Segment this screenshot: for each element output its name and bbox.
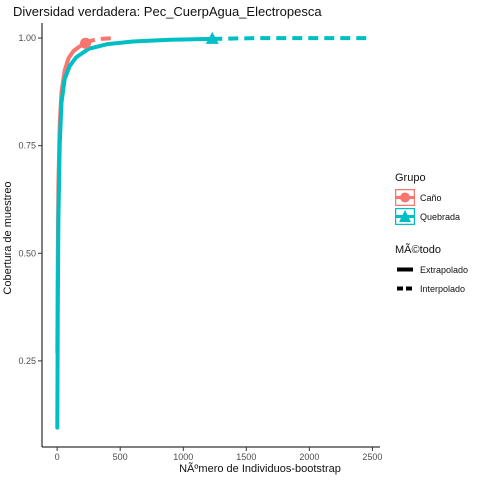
legend-item-cano: Caño	[395, 188, 468, 207]
x-tick-label: 2500	[362, 452, 382, 462]
x-tick-label: 1000	[173, 452, 193, 462]
triangle-marker-icon	[395, 208, 415, 225]
legend-label-extrapolado: Extrapolado	[420, 264, 469, 275]
legend-group-title: Grupo	[395, 172, 426, 184]
series-line-quebrada-interpolado	[55, 36, 215, 430]
chart-title: Diversidad verdadera: Pec_CuerpAgua_Elec…	[13, 4, 322, 19]
y-tick-label: 0.50	[18, 248, 36, 258]
series-markers	[80, 31, 219, 49]
solid-line-icon	[397, 267, 413, 272]
legend: Grupo Caño Quebrada MÃ©todo Extrapolado	[395, 172, 468, 298]
legend-label-cano: Caño	[420, 192, 442, 203]
dashed-line-icon	[397, 286, 413, 291]
observed-point-quebrada	[205, 31, 219, 44]
series-lines	[55, 36, 368, 430]
axes: 0 500 1000 1500 2000 2500 0.25 0.50 0.75 1.00	[18, 23, 382, 462]
y-tick-label: 0.75	[18, 141, 36, 151]
series-line-quebrada-extrapolado	[212, 36, 368, 41]
x-axis-label: NÃºmero de Individuos-bootstrap	[179, 463, 341, 475]
legend-item-quebrada: Quebrada	[395, 207, 468, 226]
x-tick-label: 1500	[236, 452, 256, 462]
y-tick-label: 0.25	[18, 356, 36, 366]
legend-method-title: MÃ©todo	[395, 244, 442, 256]
y-tick-label: 1.00	[18, 33, 36, 43]
x-tick-label: 0	[55, 452, 60, 462]
x-tick-label: 2000	[299, 452, 319, 462]
legend-label-interpolado: Interpolado	[420, 283, 466, 294]
legend-item-interpolado: Interpolado	[395, 279, 468, 298]
observed-point-cano	[80, 37, 92, 49]
legend-label-quebrada: Quebrada	[420, 211, 461, 222]
x-tick-label: 500	[113, 452, 128, 462]
circle-marker-icon	[395, 189, 415, 206]
legend-item-extrapolado: Extrapolado	[395, 260, 468, 279]
